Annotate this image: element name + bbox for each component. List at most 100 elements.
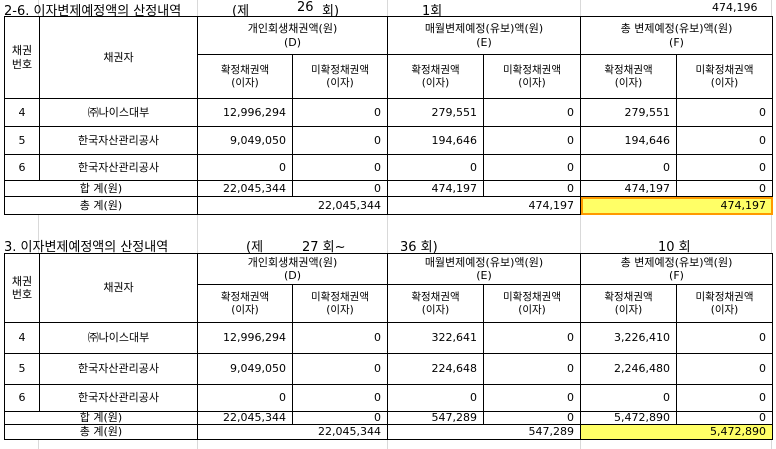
header-unconfirmed: 미확정채권액 (이자) (484, 55, 581, 99)
subtotal-label[interactable]: 합 계(원) (5, 411, 198, 425)
creditor-name-cell[interactable]: 한국자산관리공사 (40, 354, 198, 385)
subtotal-amount-cell[interactable]: 0 (293, 411, 388, 425)
header-confirmed: 확정채권액 (이자) (388, 285, 484, 323)
subtotal-amount-cell[interactable]: 0 (484, 411, 581, 425)
header-creditor-no: 채권 번호 (5, 17, 40, 99)
header-col-e: 매월변제예정(유보)액(원) (E) (388, 17, 581, 55)
subtotal-amount-cell[interactable]: 0 (484, 181, 581, 197)
amount-cell[interactable]: 0 (293, 99, 388, 127)
subtotal-amount-cell[interactable]: 5,472,890 (581, 411, 677, 425)
creditor-name-cell[interactable]: 한국자산관리공사 (40, 155, 198, 181)
subtotal-amount-cell[interactable]: 0 (677, 181, 773, 197)
amount-cell[interactable]: 9,049,050 (198, 127, 293, 155)
subtotal-amount-cell[interactable]: 22,045,344 (198, 181, 293, 197)
amount-cell[interactable]: 0 (484, 99, 581, 127)
subtotal-amount-cell[interactable]: 22,045,344 (198, 411, 293, 425)
amount-cell[interactable]: 0 (677, 99, 773, 127)
creditor-name-cell[interactable]: 한국자산관리공사 (40, 385, 198, 412)
amount-cell[interactable]: 0 (581, 385, 677, 412)
amount-cell[interactable]: 0 (293, 127, 388, 155)
total-amount-cell[interactable]: 547,289 (388, 425, 581, 440)
gridline (771, 0, 772, 449)
amount-cell[interactable]: 0 (293, 155, 388, 181)
total-label[interactable]: 총 계(원) (5, 197, 198, 215)
header-unconfirmed: 미확정채권액 (이자) (293, 285, 388, 323)
header-confirmed: 확정채권액 (이자) (388, 55, 484, 99)
creditor-no-cell[interactable]: 4 (5, 323, 40, 354)
amount-cell[interactable]: 279,551 (388, 99, 484, 127)
grand-total-highlighted-cell[interactable]: 5,472,890 (581, 425, 773, 440)
amount-cell[interactable]: 0 (484, 155, 581, 181)
header-col-f: 총 변제예정(유보)액(원) (F) (581, 17, 773, 55)
amount-cell[interactable]: 194,646 (581, 127, 677, 155)
amount-cell[interactable]: 9,049,050 (198, 354, 293, 385)
header-creditor: 채권자 (40, 17, 198, 99)
section2-je: (제 (246, 240, 264, 255)
creditor-no-cell[interactable]: 5 (5, 354, 40, 385)
amount-cell[interactable]: 0 (388, 385, 484, 412)
amount-cell[interactable]: 0 (677, 127, 773, 155)
subtotal-amount-cell[interactable]: 474,197 (388, 181, 484, 197)
header-creditor-no: 채권 번호 (5, 254, 40, 323)
header-unconfirmed: 미확정채권액 (이자) (293, 55, 388, 99)
total-amount-cell[interactable]: 22,045,344 (198, 197, 388, 215)
amount-cell[interactable]: 0 (484, 354, 581, 385)
amount-cell[interactable]: 0 (388, 155, 484, 181)
amount-cell[interactable]: 279,551 (581, 99, 677, 127)
amount-cell[interactable]: 322,641 (388, 323, 484, 354)
header-col-e: 매월변제예정(유보)액(원) (E) (388, 254, 581, 285)
amount-cell[interactable]: 0 (677, 323, 773, 354)
subtotal-amount-cell[interactable]: 547,289 (388, 411, 484, 425)
amount-cell[interactable]: 0 (198, 155, 293, 181)
amount-cell[interactable]: 0 (293, 354, 388, 385)
amount-cell[interactable]: 0 (677, 155, 773, 181)
total-amount-cell[interactable]: 22,045,344 (198, 425, 388, 440)
amount-cell[interactable]: 0 (484, 127, 581, 155)
subtotal-amount-cell[interactable]: 0 (293, 181, 388, 197)
amount-cell[interactable]: 0 (293, 323, 388, 354)
amount-cell[interactable]: 224,648 (388, 354, 484, 385)
subtotal-amount-cell[interactable]: 0 (677, 411, 773, 425)
total-label[interactable]: 총 계(원) (5, 425, 198, 440)
amount-cell[interactable]: 12,996,294 (198, 99, 293, 127)
section1-count: 1회 (422, 4, 443, 19)
header-confirmed: 확정채권액 (이자) (198, 55, 293, 99)
grand-total-highlighted-cell[interactable]: 474,197 (581, 197, 773, 215)
section1-je: (제 (232, 4, 250, 19)
header-confirmed: 확정채권액 (이자) (581, 285, 677, 323)
amount-cell[interactable]: 0 (677, 385, 773, 412)
header-col-f: 총 변제예정(유보)액(원) (F) (581, 254, 773, 285)
amount-cell[interactable]: 194,646 (388, 127, 484, 155)
amount-cell[interactable]: 0 (484, 323, 581, 354)
amount-cell[interactable]: 3,226,410 (581, 323, 677, 354)
subtotal-amount-cell[interactable]: 474,197 (581, 181, 677, 197)
section2-title: 3. 이자변제예정액의 산정내역 (4, 240, 169, 255)
total-amount-cell[interactable]: 474,197 (388, 197, 581, 215)
header-confirmed: 확정채권액 (이자) (581, 55, 677, 99)
creditor-name-cell[interactable]: 한국자산관리공사 (40, 127, 198, 155)
header-unconfirmed: 미확정채권액 (이자) (677, 285, 773, 323)
amount-cell[interactable]: 0 (484, 385, 581, 412)
header-col-d: 개인회생채권액(원) (D) (198, 17, 388, 55)
section1-table: 채권 번호 채권자 개인회생채권액(원) (D) 매월변제예정(유보)액(원) … (4, 16, 773, 215)
amount-cell[interactable]: 0 (677, 354, 773, 385)
creditor-name-cell[interactable]: ㈜나이스대부 (40, 99, 198, 127)
subtotal-label[interactable]: 합 계(원) (5, 181, 198, 197)
amount-cell[interactable]: 0 (293, 385, 388, 412)
creditor-no-cell[interactable]: 5 (5, 127, 40, 155)
creditor-no-cell[interactable]: 6 (5, 155, 40, 181)
section2-table: 채권 번호 채권자 개인회생채권액(원) (D) 매월변제예정(유보)액(원) … (4, 253, 773, 440)
section2-round2: 36 회) (400, 240, 438, 255)
creditor-name-cell[interactable]: ㈜나이스대부 (40, 323, 198, 354)
section2-round: 27 회~ (302, 240, 346, 255)
gridline (197, 0, 198, 449)
creditor-no-cell[interactable]: 4 (5, 99, 40, 127)
amount-cell[interactable]: 12,996,294 (198, 323, 293, 354)
amount-cell[interactable]: 0 (198, 385, 293, 412)
amount-cell[interactable]: 2,246,480 (581, 354, 677, 385)
gridline (387, 0, 388, 449)
section2-count: 10 회 (658, 240, 691, 255)
creditor-no-cell[interactable]: 6 (5, 385, 40, 412)
amount-cell[interactable]: 0 (581, 155, 677, 181)
